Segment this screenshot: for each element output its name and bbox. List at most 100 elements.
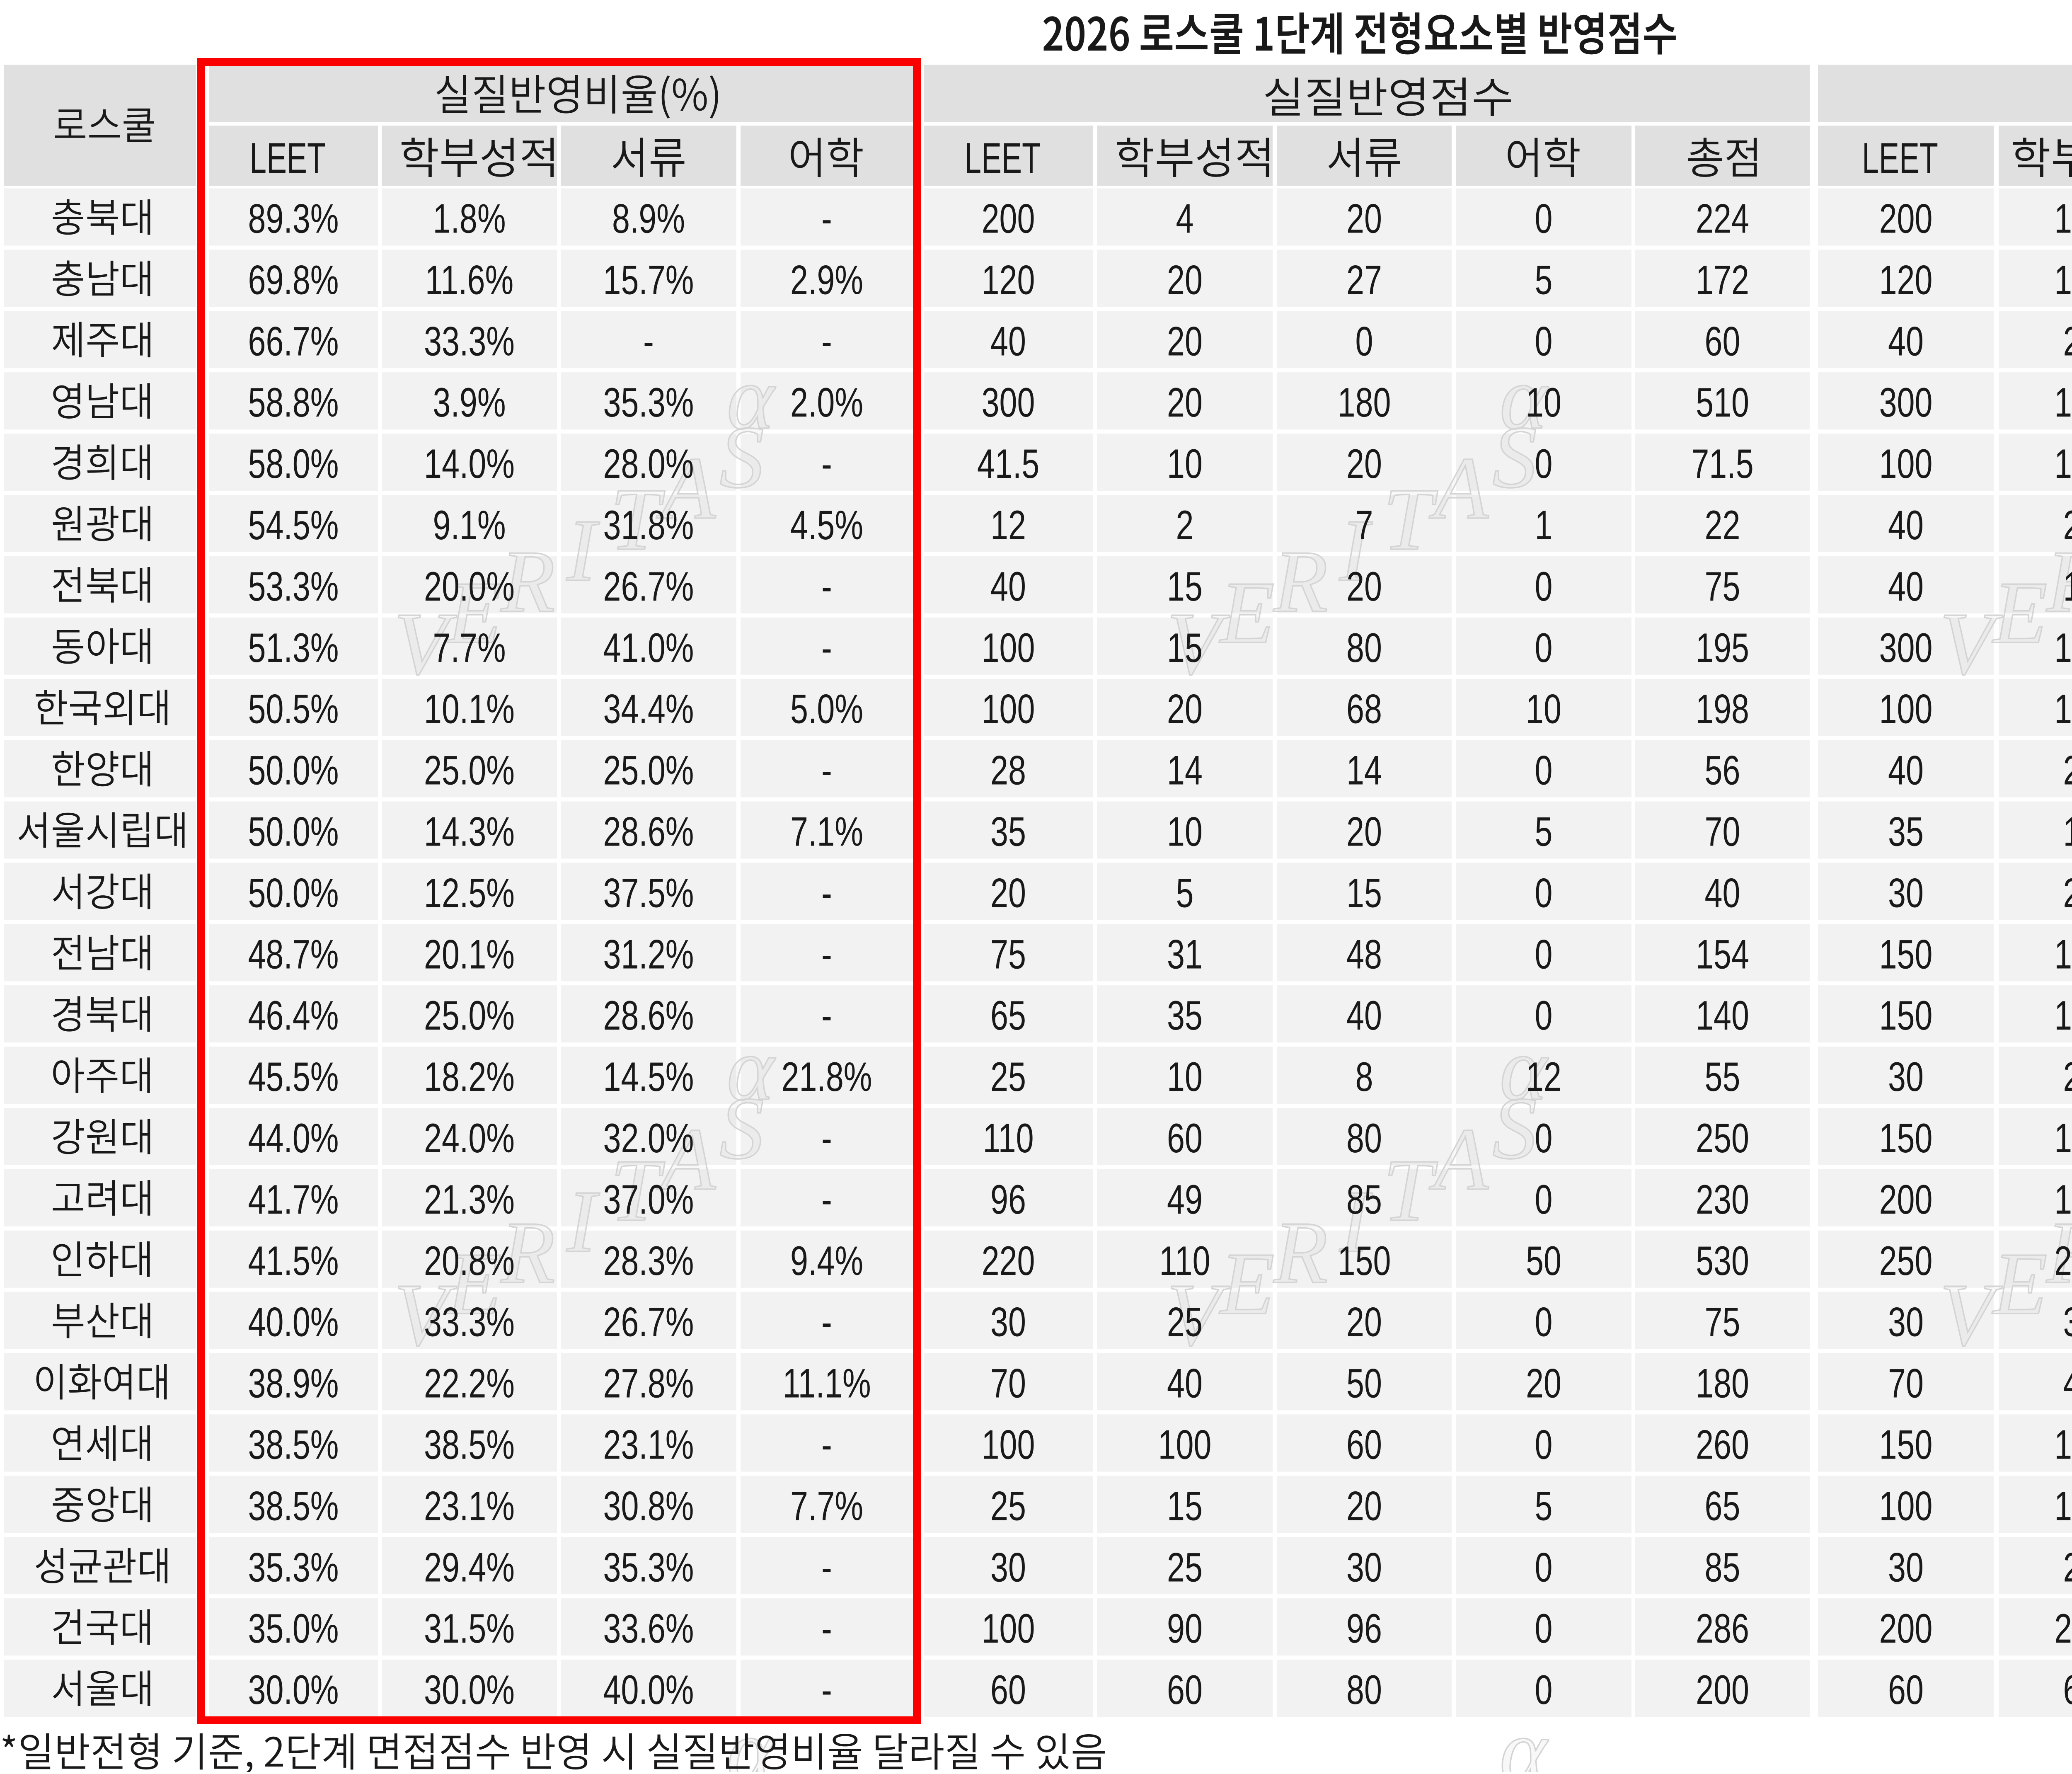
svg-text:100: 100 xyxy=(2054,380,2072,425)
svg-text:25.0%: 25.0% xyxy=(603,747,694,793)
svg-text:40: 40 xyxy=(990,318,1026,364)
svg-text:40: 40 xyxy=(1888,318,1924,364)
svg-text:-: - xyxy=(821,870,832,916)
svg-text:10: 10 xyxy=(1167,1054,1203,1100)
svg-text:9.1%: 9.1% xyxy=(433,502,506,548)
svg-text:0: 0 xyxy=(1535,1544,1553,1590)
svg-text:0: 0 xyxy=(1535,318,1553,364)
svg-text:150: 150 xyxy=(1879,1422,1933,1467)
svg-text:58.8%: 58.8% xyxy=(248,380,339,425)
svg-text:15.7%: 15.7% xyxy=(603,257,694,303)
svg-text:200: 200 xyxy=(1879,1606,1933,1651)
svg-text:150: 150 xyxy=(1879,931,1933,977)
svg-text:33.6%: 33.6% xyxy=(603,1606,694,1651)
svg-text:11.6%: 11.6% xyxy=(425,257,513,303)
svg-text:40: 40 xyxy=(1167,1360,1203,1406)
svg-text:56: 56 xyxy=(1705,747,1740,793)
svg-text:T: T xyxy=(1383,470,1438,569)
svg-text:20: 20 xyxy=(1167,318,1203,364)
svg-text:20: 20 xyxy=(2063,870,2072,916)
svg-text:30: 30 xyxy=(1888,1299,1924,1345)
svg-text:20: 20 xyxy=(1526,1360,1561,1406)
svg-text:28.3%: 28.3% xyxy=(603,1238,694,1284)
svg-text:150: 150 xyxy=(2054,1422,2072,1467)
svg-text:-: - xyxy=(821,441,832,487)
svg-text:7.7%: 7.7% xyxy=(433,625,506,671)
svg-text:27.8%: 27.8% xyxy=(603,1360,694,1406)
svg-text:38.9%: 38.9% xyxy=(248,1360,339,1406)
svg-text:120: 120 xyxy=(1879,257,1933,303)
svg-text:80: 80 xyxy=(1346,625,1382,671)
svg-text:20: 20 xyxy=(1167,686,1203,732)
svg-text:34.4%: 34.4% xyxy=(603,686,694,732)
svg-text:0: 0 xyxy=(1535,993,1553,1038)
svg-text:0: 0 xyxy=(1535,931,1553,977)
svg-text:0: 0 xyxy=(1535,1177,1553,1222)
svg-text:26.7%: 26.7% xyxy=(603,564,694,609)
svg-text:25: 25 xyxy=(1167,1544,1203,1590)
svg-text:7.1%: 7.1% xyxy=(790,809,863,854)
svg-text:15: 15 xyxy=(1167,625,1203,671)
svg-text:71.5: 71.5 xyxy=(1691,441,1753,487)
svg-text:150: 150 xyxy=(2054,931,2072,977)
svg-text:65: 65 xyxy=(1705,1483,1740,1529)
svg-text:35.3%: 35.3% xyxy=(603,1544,694,1590)
svg-text:60: 60 xyxy=(990,1667,1026,1713)
svg-text:50.0%: 50.0% xyxy=(248,809,339,854)
svg-text:5.0%: 5.0% xyxy=(790,686,863,732)
svg-text:85: 85 xyxy=(1346,1177,1382,1222)
svg-text:LEET: LEET xyxy=(249,134,326,183)
svg-text:100: 100 xyxy=(2054,1483,2072,1529)
svg-text:30.0%: 30.0% xyxy=(248,1667,339,1713)
svg-text:20: 20 xyxy=(1167,380,1203,425)
svg-text:15: 15 xyxy=(2063,564,2072,609)
svg-text:40.0%: 40.0% xyxy=(603,1667,694,1713)
svg-text:198: 198 xyxy=(1696,686,1749,732)
svg-text:0: 0 xyxy=(1535,747,1553,793)
svg-text:250: 250 xyxy=(1879,1238,1933,1284)
svg-text:25.0%: 25.0% xyxy=(424,993,515,1038)
svg-text:25: 25 xyxy=(990,1483,1026,1529)
svg-text:70: 70 xyxy=(1705,809,1740,854)
svg-text:2: 2 xyxy=(1176,502,1194,548)
svg-text:-: - xyxy=(821,1422,832,1467)
svg-text:220: 220 xyxy=(982,1238,1035,1284)
svg-text:68: 68 xyxy=(1346,686,1382,732)
svg-text:60: 60 xyxy=(1888,1667,1924,1713)
svg-text:0: 0 xyxy=(1535,1299,1553,1345)
svg-text:R: R xyxy=(2045,1203,2072,1302)
svg-text:V: V xyxy=(1167,594,1230,693)
svg-text:224: 224 xyxy=(1696,196,1749,241)
svg-text:35: 35 xyxy=(1888,809,1924,854)
svg-text:37.5%: 37.5% xyxy=(603,870,694,916)
svg-text:18.2%: 18.2% xyxy=(424,1054,515,1100)
svg-text:30: 30 xyxy=(2063,1299,2072,1345)
svg-text:41.5%: 41.5% xyxy=(248,1238,339,1284)
svg-text:100: 100 xyxy=(982,1422,1035,1467)
svg-text:53.3%: 53.3% xyxy=(248,564,339,609)
svg-text:50.0%: 50.0% xyxy=(248,747,339,793)
svg-text:44.0%: 44.0% xyxy=(248,1115,339,1161)
svg-text:54.5%: 54.5% xyxy=(248,502,339,548)
svg-text:15: 15 xyxy=(1346,870,1382,916)
svg-text:20: 20 xyxy=(1346,1299,1382,1345)
svg-text:75: 75 xyxy=(990,931,1026,977)
svg-text:41.0%: 41.0% xyxy=(603,625,694,671)
svg-text:35.0%: 35.0% xyxy=(248,1606,339,1651)
svg-text:100: 100 xyxy=(2054,441,2072,487)
svg-text:30: 30 xyxy=(1888,870,1924,916)
svg-text:85: 85 xyxy=(1705,1544,1740,1590)
svg-text:40: 40 xyxy=(2063,1360,2072,1406)
svg-text:60: 60 xyxy=(1346,1422,1382,1467)
svg-text:0: 0 xyxy=(1535,1667,1553,1713)
svg-text:260: 260 xyxy=(1696,1422,1749,1467)
svg-text:14.0%: 14.0% xyxy=(424,441,515,487)
svg-text:12: 12 xyxy=(990,502,1026,548)
svg-text:110: 110 xyxy=(1159,1238,1210,1284)
svg-text:9.4%: 9.4% xyxy=(790,1238,863,1284)
svg-text:35.3%: 35.3% xyxy=(248,1544,339,1590)
svg-text:41.5: 41.5 xyxy=(977,441,1039,487)
svg-text:37.0%: 37.0% xyxy=(603,1177,694,1222)
svg-text:V: V xyxy=(1167,1265,1230,1364)
svg-text:11.1%: 11.1% xyxy=(782,1360,871,1406)
